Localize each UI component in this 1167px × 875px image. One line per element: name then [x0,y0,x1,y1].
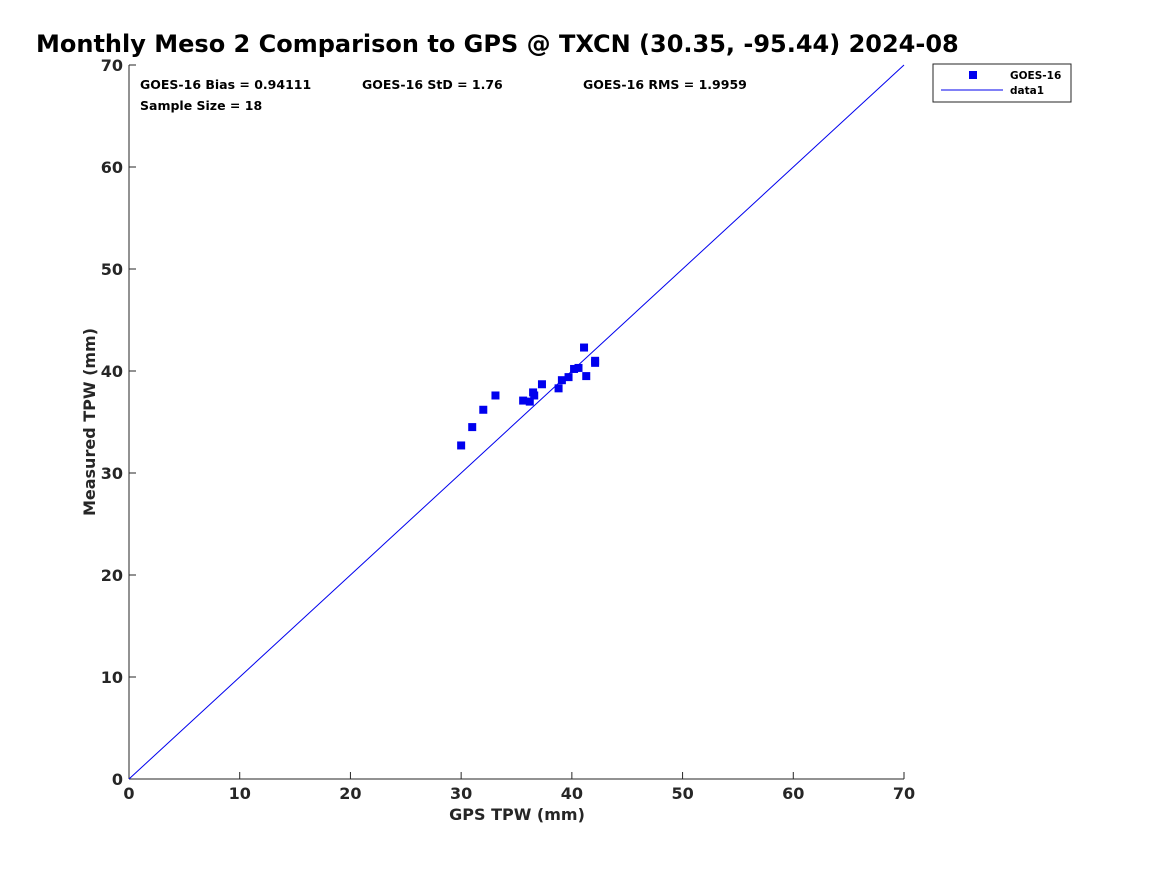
data-point [580,343,589,352]
data-point [557,376,566,385]
x-tick-label: 70 [893,784,915,803]
rms-annotation: GOES-16 RMS = 1.9959 [583,77,747,92]
legend-label-goes16: GOES-16 [1010,70,1061,82]
x-tick-label: 40 [561,784,583,803]
std-annotation: GOES-16 StD = 1.76 [362,77,503,92]
x-tick-label: 20 [339,784,361,803]
data-point [582,372,591,381]
data-point [530,391,539,400]
data-point [479,405,488,414]
x-axis-label: GPS TPW (mm) [449,805,585,824]
y-tick-label: 10 [101,668,123,687]
y-tick-label: 70 [101,56,123,75]
data-point [457,441,466,450]
data-point [519,396,528,405]
legend-label-data1: data1 [1010,85,1044,97]
data-point [591,356,600,365]
x-tick-label: 30 [450,784,472,803]
data-point [468,423,477,432]
y-axis-label: Measured TPW (mm) [80,328,99,516]
x-tick-label: 50 [671,784,693,803]
x-tick-label: 60 [782,784,804,803]
y-tick-label: 40 [101,362,123,381]
y-tick-label: 60 [101,158,123,177]
legend-marker-goes16 [969,71,977,79]
axes [128,65,904,780]
y-tick-label: 50 [101,260,123,279]
ticks: 0 10 20 30 40 50 60 70 0 10 20 30 40 50 60 70 [101,56,915,803]
data-points [457,343,600,450]
chart-title: Monthly Meso 2 Comparison to GPS @ TXCN … [36,30,959,58]
data-point [574,363,583,372]
x-tick-label: 0 [123,784,134,803]
reference-line-data1 [128,64,905,780]
data-point [554,384,563,393]
data-point [525,397,534,406]
x-tick-label: 10 [229,784,251,803]
legend-box [932,63,1072,103]
data-point [564,373,573,382]
legend: GOES-16 data1 [932,63,1072,103]
reference-line-group [128,64,905,780]
y-tick-label: 30 [101,464,123,483]
sample-size-annotation: Sample Size = 18 [140,98,262,113]
data-point [491,391,500,400]
data-point [570,364,579,373]
y-tick-label: 20 [101,566,123,585]
y-tick-label: 0 [112,770,123,789]
data-point [537,380,546,389]
bias-annotation: GOES-16 Bias = 0.94111 [140,77,311,92]
